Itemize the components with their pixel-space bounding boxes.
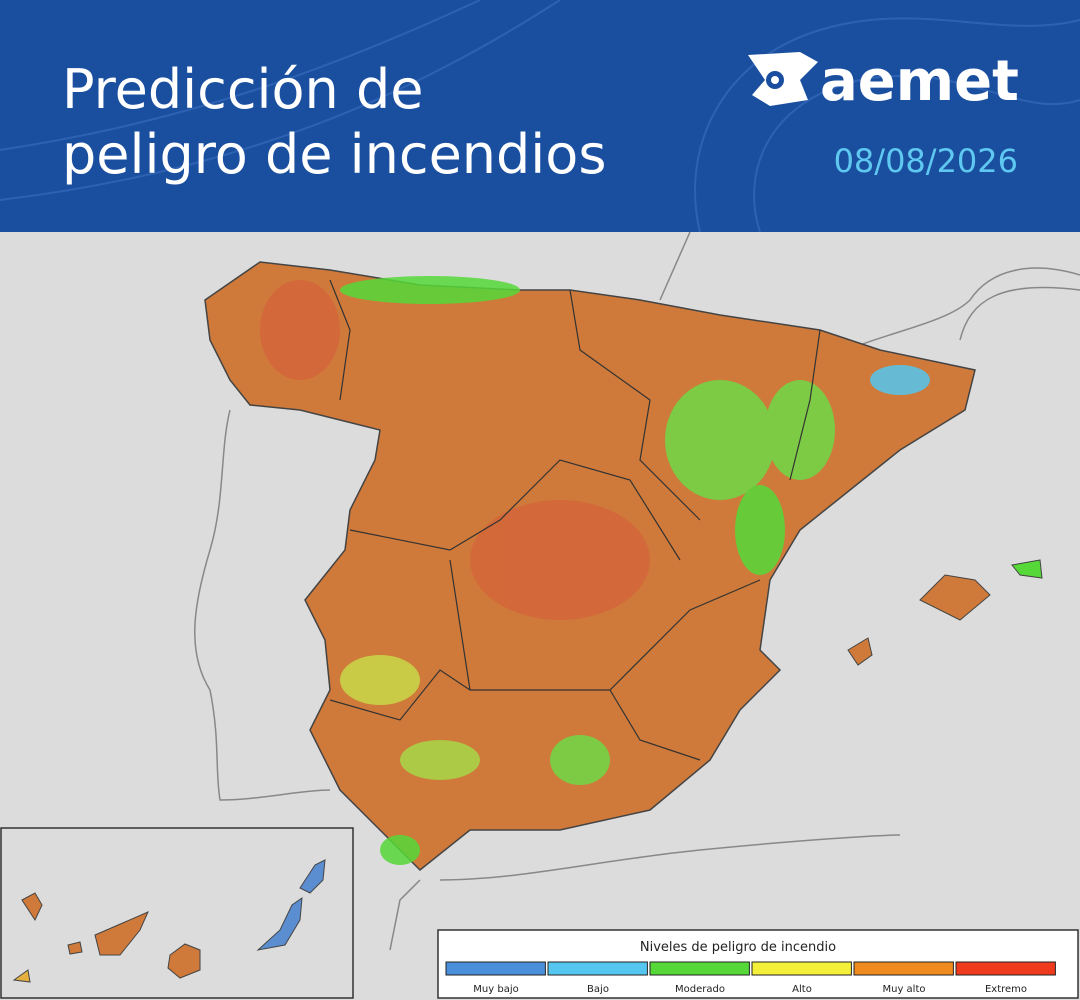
legend-swatch	[955, 961, 1056, 976]
canary-islands	[12, 859, 326, 983]
legend-swatch	[445, 961, 546, 976]
legend-title: Niveles de peligro de incendio	[640, 940, 836, 955]
legend-items: Muy bajo Bajo Moderado Alto Muy alto Extremo	[445, 961, 1056, 995]
legend-swatch	[853, 961, 954, 976]
header-bg	[0, 0, 1080, 232]
legend-swatch	[649, 961, 750, 976]
logo-mark	[748, 52, 818, 106]
legend-label: Muy alto	[882, 984, 925, 995]
legend-swatch	[751, 961, 852, 976]
spain-mainland	[204, 261, 976, 872]
neighbour-borders	[194, 231, 1080, 951]
legend-label: Bajo	[587, 984, 609, 995]
title-line: peligro de incendios	[62, 123, 606, 186]
title-line: Predicción de	[62, 58, 423, 121]
legend-label: Alto	[792, 984, 812, 995]
brand: aemet	[820, 49, 1019, 114]
balearic-islands	[847, 559, 1043, 666]
legend-label: Muy bajo	[473, 984, 518, 995]
header-decor	[0, 0, 1080, 233]
date: 08/08/2026	[834, 142, 1018, 180]
legend-label: Extremo	[985, 984, 1027, 995]
legend-swatch	[547, 961, 648, 976]
legend-label: Moderado	[675, 984, 725, 995]
